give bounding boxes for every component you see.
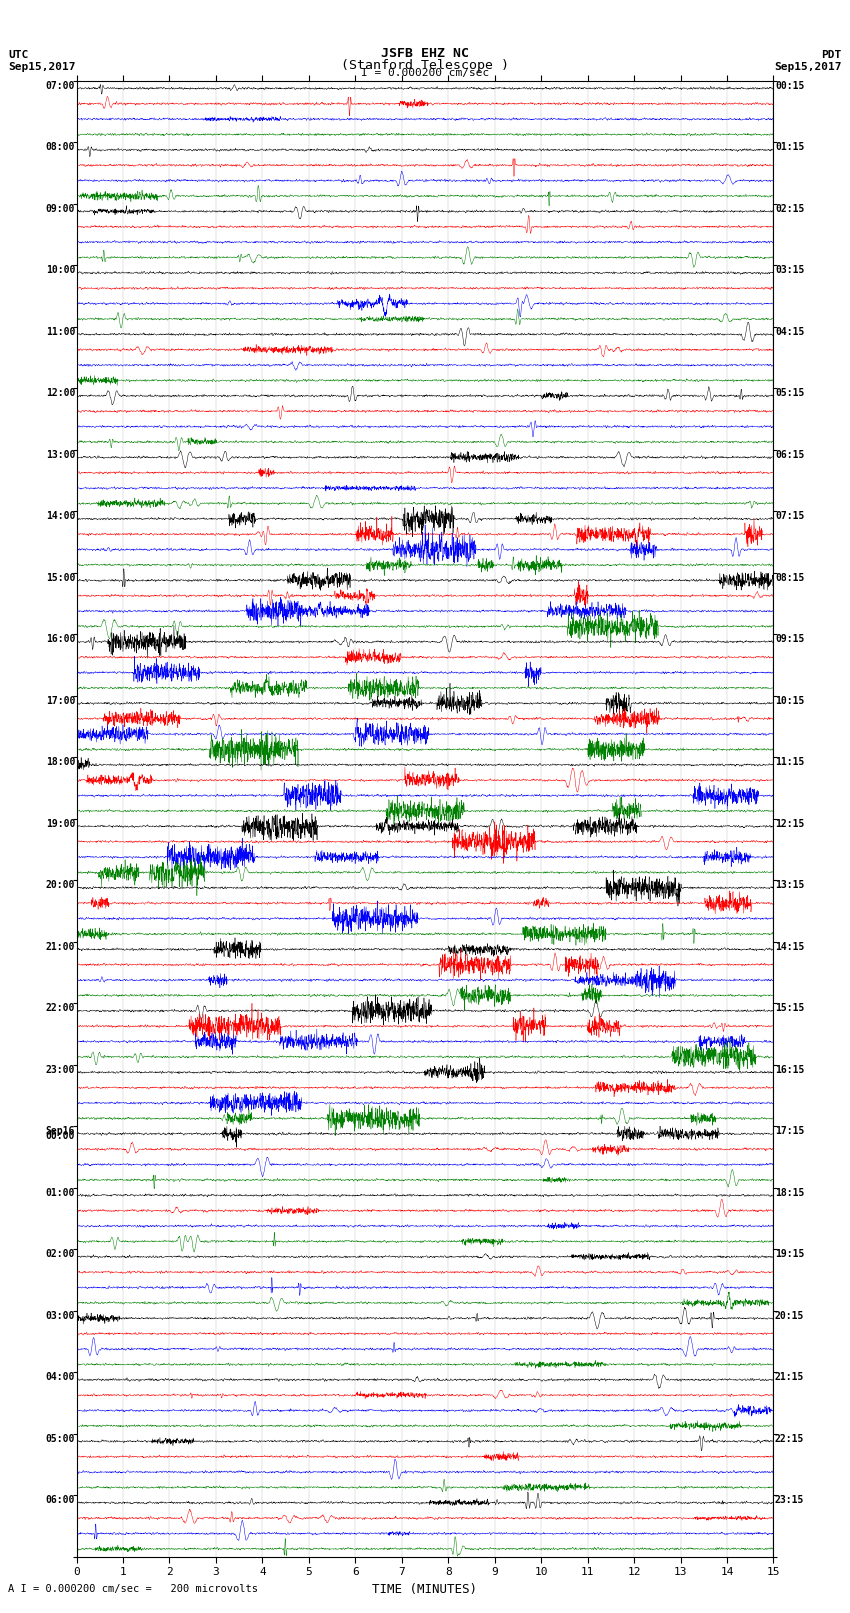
Text: 20:00: 20:00 [46,881,75,890]
Text: 07:00: 07:00 [46,81,75,90]
Text: 12:00: 12:00 [46,389,75,398]
Text: 15:15: 15:15 [775,1003,804,1013]
Text: 01:15: 01:15 [775,142,804,152]
Text: 17:00: 17:00 [46,695,75,705]
Text: 13:00: 13:00 [46,450,75,460]
Text: 02:15: 02:15 [775,203,804,213]
Text: PDT: PDT [821,50,842,60]
Text: 06:15: 06:15 [775,450,804,460]
Text: 22:15: 22:15 [775,1434,804,1444]
Text: 19:15: 19:15 [775,1248,804,1260]
Text: I = 0.000200 cm/sec: I = 0.000200 cm/sec [361,68,489,77]
Text: 09:00: 09:00 [46,203,75,213]
Text: 03:15: 03:15 [775,265,804,276]
Text: 05:15: 05:15 [775,389,804,398]
Text: 20:15: 20:15 [775,1310,804,1321]
Text: Sep16: Sep16 [46,1126,75,1136]
Text: 08:00: 08:00 [46,142,75,152]
Text: UTC: UTC [8,50,29,60]
Text: 11:00: 11:00 [46,326,75,337]
Text: Sep15,2017: Sep15,2017 [774,61,842,71]
Text: 23:15: 23:15 [775,1495,804,1505]
Text: 21:15: 21:15 [775,1373,804,1382]
Text: 06:00: 06:00 [46,1495,75,1505]
Text: 13:15: 13:15 [775,881,804,890]
Text: 00:00: 00:00 [46,1131,75,1140]
Text: 05:00: 05:00 [46,1434,75,1444]
Text: 10:00: 10:00 [46,265,75,276]
Text: 14:00: 14:00 [46,511,75,521]
Text: 04:15: 04:15 [775,326,804,337]
Text: 12:15: 12:15 [775,818,804,829]
Text: 07:15: 07:15 [775,511,804,521]
Text: Sep15,2017: Sep15,2017 [8,61,76,71]
Text: 14:15: 14:15 [775,942,804,952]
Text: 17:15: 17:15 [775,1126,804,1136]
Text: 21:00: 21:00 [46,942,75,952]
Text: JSFB EHZ NC: JSFB EHZ NC [381,47,469,60]
X-axis label: TIME (MINUTES): TIME (MINUTES) [372,1582,478,1595]
Text: 10:15: 10:15 [775,695,804,705]
Text: 18:00: 18:00 [46,756,75,768]
Text: 23:00: 23:00 [46,1065,75,1074]
Text: 19:00: 19:00 [46,818,75,829]
Text: 01:00: 01:00 [46,1187,75,1197]
Text: 11:15: 11:15 [775,756,804,768]
Text: 09:15: 09:15 [775,634,804,644]
Text: 16:00: 16:00 [46,634,75,644]
Text: 08:15: 08:15 [775,573,804,582]
Text: 03:00: 03:00 [46,1310,75,1321]
Text: 02:00: 02:00 [46,1248,75,1260]
Text: 22:00: 22:00 [46,1003,75,1013]
Text: (Stanford Telescope ): (Stanford Telescope ) [341,58,509,71]
Text: 16:15: 16:15 [775,1065,804,1074]
Text: 00:15: 00:15 [775,81,804,90]
Text: 18:15: 18:15 [775,1187,804,1197]
Text: 15:00: 15:00 [46,573,75,582]
Text: A I = 0.000200 cm/sec =   200 microvolts: A I = 0.000200 cm/sec = 200 microvolts [8,1584,258,1594]
Text: 04:00: 04:00 [46,1373,75,1382]
